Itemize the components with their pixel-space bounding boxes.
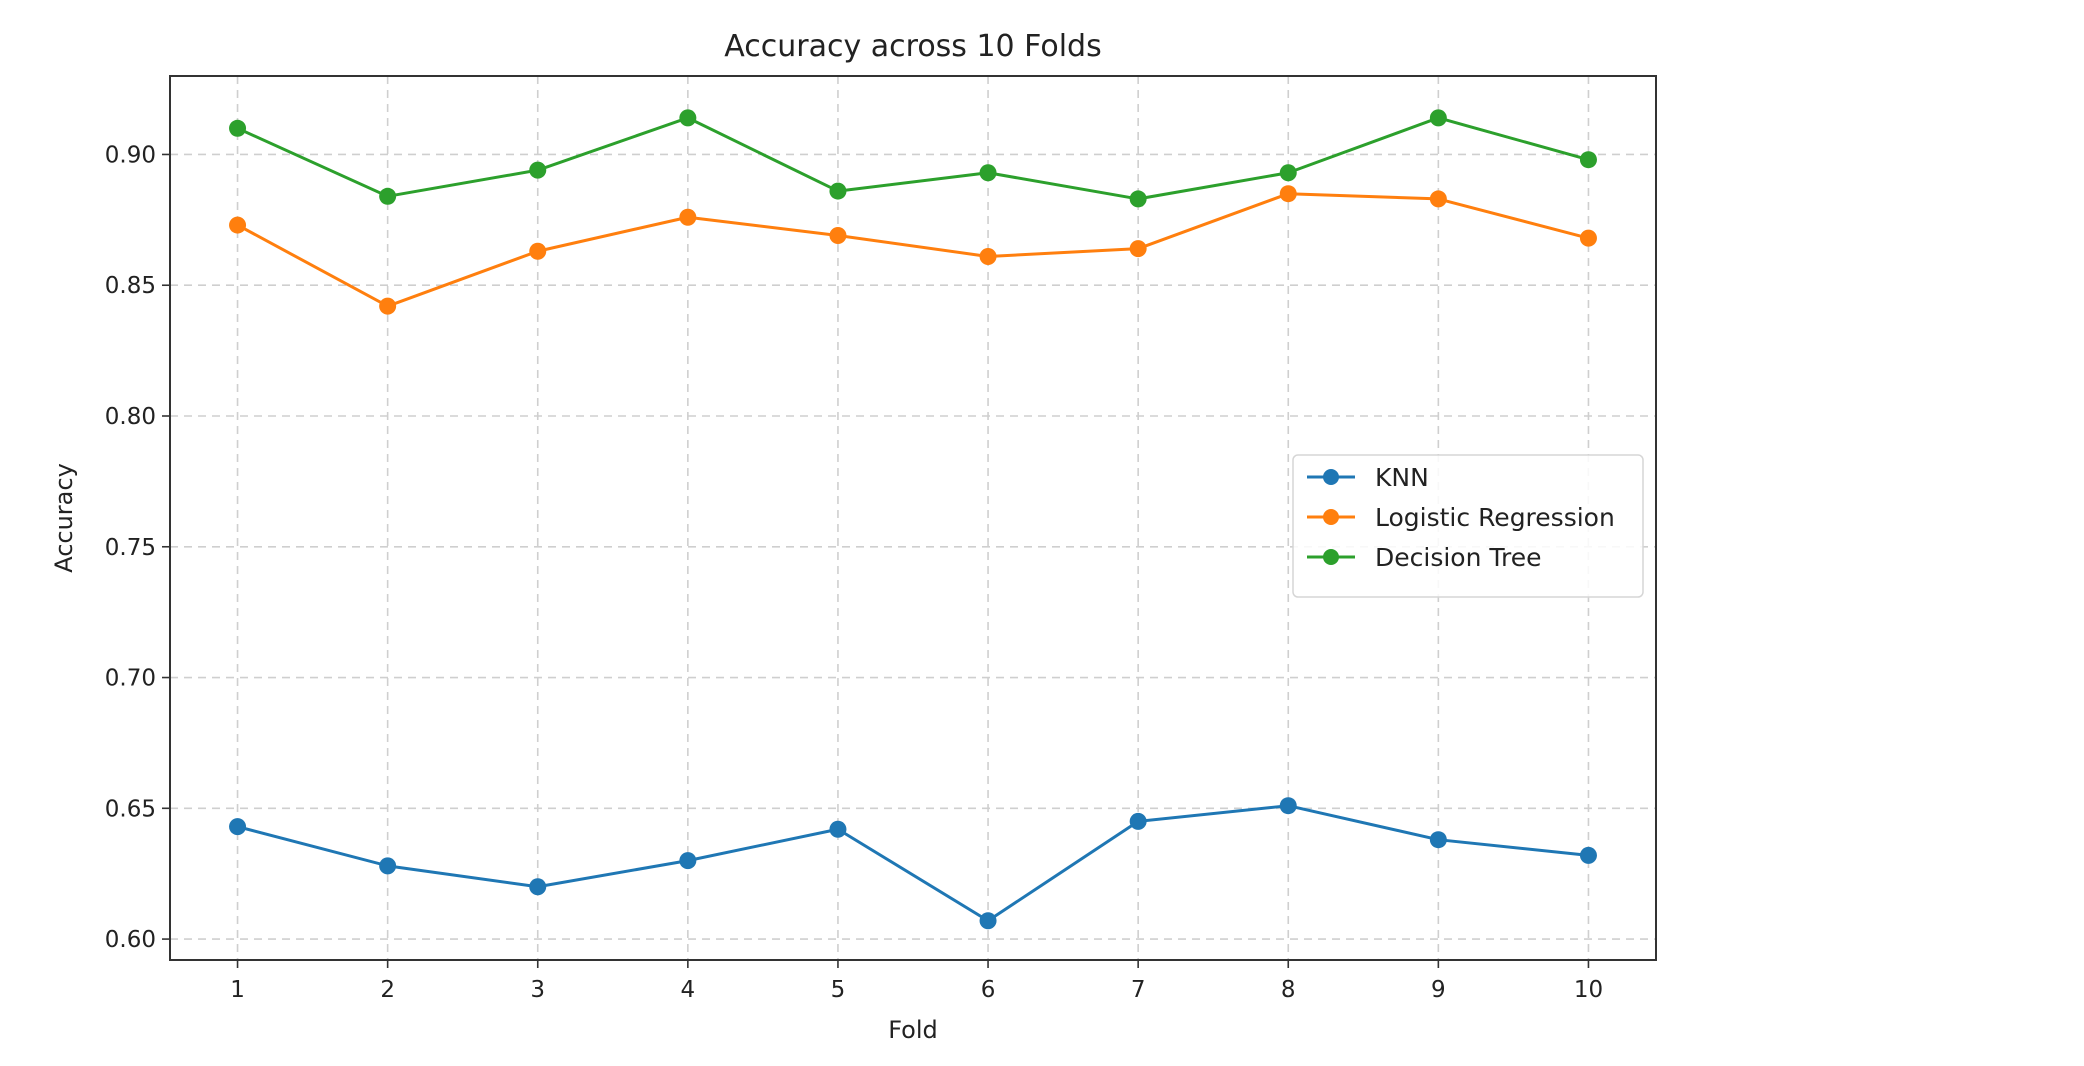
x-axis-label: Fold: [888, 1016, 938, 1044]
data-point: [979, 164, 997, 182]
legend-box: [1292, 454, 1644, 598]
data-point: [529, 161, 547, 179]
x-tick-label: 8: [1281, 977, 1296, 1003]
data-point: [529, 242, 547, 260]
data-point: [829, 182, 847, 200]
x-tick-label: 10: [1574, 977, 1603, 1003]
data-point: [1279, 185, 1297, 203]
chart-title: Accuracy across 10 Folds: [724, 29, 1101, 64]
legend-label: Logistic Regression: [1375, 503, 1615, 532]
x-axis: 1 2 3 4 5 6 7 8 9 10: [230, 960, 1603, 1003]
data-point: [379, 297, 397, 315]
y-tick-label: 0.90: [105, 142, 156, 168]
series-knn: [229, 797, 1597, 930]
data-point: [1429, 109, 1447, 127]
data-point: [979, 912, 997, 930]
data-point: [829, 227, 847, 245]
data-point: [529, 878, 547, 896]
x-tick-label: 5: [831, 977, 846, 1003]
x-tick-label: 4: [681, 977, 696, 1003]
x-tick-label: 7: [1131, 977, 1146, 1003]
x-tick-label: 2: [380, 977, 395, 1003]
legend: KNN Logistic Regression Decision Tree: [1292, 454, 1644, 598]
data-point: [1129, 812, 1147, 830]
data-point: [1429, 831, 1447, 849]
data-point: [1579, 846, 1597, 864]
y-tick-label: 0.85: [105, 273, 156, 299]
data-point: [1579, 229, 1597, 247]
data-point: [229, 119, 247, 137]
legend-item: KNN: [1307, 463, 1429, 492]
data-point: [979, 247, 997, 265]
data-point: [1429, 190, 1447, 208]
legend-marker: [1323, 469, 1339, 485]
data-point: [379, 857, 397, 875]
data-point: [829, 820, 847, 838]
y-tick-label: 0.75: [105, 535, 156, 561]
y-tick-label: 0.60: [105, 927, 156, 953]
legend-marker: [1323, 549, 1339, 565]
x-tick-label: 9: [1431, 977, 1446, 1003]
legend-label: Decision Tree: [1375, 543, 1541, 572]
data-point: [1279, 797, 1297, 815]
y-tick-label: 0.70: [105, 666, 156, 692]
data-point: [379, 187, 397, 205]
y-axis-label: Accuracy: [50, 463, 78, 573]
data-point: [679, 852, 697, 870]
series-decision-tree: [229, 109, 1597, 208]
data-point: [1129, 190, 1147, 208]
legend-item: Logistic Regression: [1307, 503, 1615, 532]
data-point: [1129, 240, 1147, 258]
series-line-knn: [237, 804, 1589, 923]
data-point: [679, 109, 697, 127]
x-tick-label: 6: [981, 977, 996, 1003]
x-tick-label: 1: [230, 977, 245, 1003]
legend-marker: [1323, 509, 1339, 525]
series-layer: [229, 109, 1597, 930]
y-tick-label: 0.80: [105, 404, 156, 430]
y-axis: 0.60 0.65 0.70 0.75 0.80 0.85 0.90: [105, 142, 170, 953]
legend-item: Decision Tree: [1307, 543, 1541, 572]
data-point: [229, 216, 247, 234]
y-tick-label: 0.65: [105, 796, 156, 822]
data-point: [1579, 151, 1597, 169]
data-point: [679, 208, 697, 226]
data-point: [229, 818, 247, 836]
plot-frame: [169, 75, 1657, 961]
data-point: [1279, 164, 1297, 182]
series-line-logistic-regression: [236, 192, 1589, 308]
legend-label: KNN: [1375, 463, 1429, 492]
series-logistic-regression: [229, 185, 1597, 315]
x-tick-label: 3: [530, 977, 545, 1003]
series-line-decision-tree: [236, 116, 1589, 201]
